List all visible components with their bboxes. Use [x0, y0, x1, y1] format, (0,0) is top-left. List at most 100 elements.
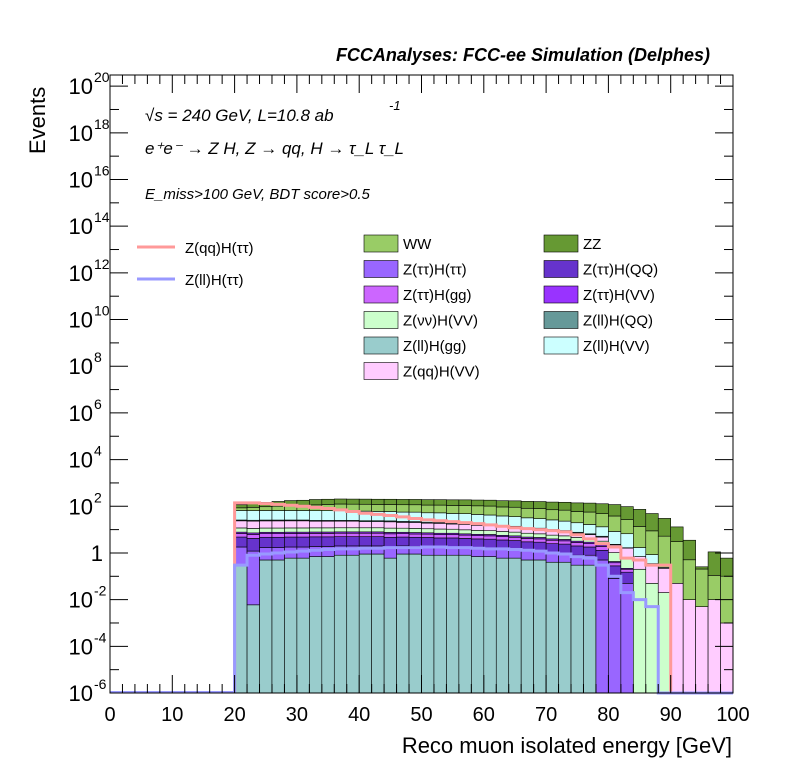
bar-z-ll-h-vv--32: [633, 547, 647, 557]
y-tick-label-exp-2: -2: [94, 583, 107, 599]
bar-z-ll-h-vv--5: [296, 510, 310, 521]
bar-z-h--8: [333, 545, 348, 556]
bar-z-h-gg--3: [271, 533, 285, 538]
bar-z-ll-h-vv--21: [495, 515, 510, 527]
legend-label-z-ll-h-: Z(ll)H(ττ): [185, 272, 244, 289]
bar-z-h--31: [620, 583, 634, 694]
bar-z-h-qq--7: [321, 536, 335, 547]
bar-z-ll-h-gg--24: [533, 559, 547, 694]
legend-label-z-qq-h-vv-: Z(qq)H(VV): [403, 364, 480, 381]
bar-z-h-qq--28: [583, 546, 597, 556]
bar-z-ll-h-vv--8: [333, 510, 348, 521]
bar-zz-19: [471, 499, 485, 507]
bar-ww-38: [707, 575, 721, 600]
bar-z-h-vv--20: [483, 530, 497, 535]
bar-z-h-vv--13: [396, 527, 410, 533]
bar-z-h-gg--31: [620, 568, 634, 573]
bar-z-ll-h-vv--4: [284, 510, 298, 521]
bar-z-ll-h-gg--7: [321, 556, 335, 694]
bar-z-ll-h-vv--0: [234, 510, 248, 521]
x-tick-label-3: 30: [286, 704, 308, 726]
y-tick-label-2: 10: [69, 588, 93, 613]
line-z-qq-h-: [233, 501, 733, 695]
bar-z-h-vv--12: [383, 527, 397, 533]
y-tick-label-6: 10: [69, 401, 93, 426]
y-tick-label-0: 10: [69, 681, 93, 706]
bar-z-qq-h-vv--13: [396, 522, 410, 529]
legend-swatch-z-ll-h-gg-: [363, 336, 399, 355]
bar-ww-29: [595, 513, 609, 528]
bar-z-qq-h-vv--2: [259, 520, 273, 529]
bar-z-ll-h-gg--23: [520, 559, 534, 694]
bar-z-h-qq--4: [284, 536, 298, 548]
legend-label-z-h-gg-: Z(ττ)H(gg): [403, 287, 472, 304]
legend-label-z-ll-h-qq-: Z(ll)H(QQ): [583, 313, 653, 330]
bar-z-ll-h-gg--20: [483, 556, 497, 694]
bar-z-ll-h-gg--0: [234, 564, 248, 694]
bar-zz-39: [720, 557, 734, 577]
bar-zz-8: [333, 498, 348, 505]
bar-z-ll-h-gg--21: [495, 557, 510, 694]
bar-z-ll-h-vv--28: [583, 524, 597, 535]
bar-z-h-gg--30: [608, 562, 622, 567]
bar-z-ll-h-gg--14: [408, 553, 422, 694]
bar-ww-2: [259, 506, 273, 511]
bar-z-h-vv--27: [570, 537, 584, 542]
bar-z-qq-h-vv--34: [657, 568, 671, 593]
bar-z-h-vv--33: [645, 583, 659, 694]
bar-z-h-vv--10: [358, 527, 372, 533]
bar-z-h--9: [346, 545, 360, 556]
legend-label-ww: WW: [403, 236, 432, 253]
bar-z-qq-h-vv--10: [358, 521, 372, 529]
bar-z-ll-h-gg--25: [545, 561, 559, 694]
bar-z-h-vv--22: [508, 531, 522, 537]
bar-ww-32: [633, 526, 647, 548]
x-tick-label-4: 40: [348, 704, 370, 726]
bar-ww-26: [558, 509, 572, 522]
bar-z-ll-h-gg--2: [259, 559, 273, 694]
stacked-bars: [234, 498, 734, 694]
bar-zz-37: [695, 566, 709, 570]
bar-z-h--23: [520, 550, 534, 561]
bar-zz-32: [633, 509, 647, 527]
y-tick-label-8: 10: [69, 308, 93, 333]
bar-z-h-vv--11: [371, 527, 385, 533]
bar-z-ll-h-vv--14: [408, 511, 422, 522]
bar-z-ll-h-vv--2: [259, 510, 273, 521]
bar-z-qq-h-vv--18: [458, 524, 472, 531]
bar-z-h--29: [595, 559, 609, 694]
y-axis-label: Events: [25, 87, 50, 154]
bar-z-h-qq--13: [396, 536, 410, 547]
bar-ww-15: [421, 504, 435, 514]
bar-z-h-qq--12: [383, 536, 397, 548]
bar-z-ll-h-gg--16: [433, 554, 447, 694]
bar-z-ll-h-vv--31: [620, 533, 634, 549]
bar-zz-35: [670, 526, 684, 542]
bar-z-qq-h-vv--31: [620, 547, 634, 559]
legend-swatch-z-h-gg-: [363, 285, 399, 304]
bar-z-ll-h-gg--28: [583, 564, 597, 694]
bar-zz-22: [508, 500, 522, 508]
y-tick-label-3: 1: [91, 541, 103, 566]
bar-zz-29: [595, 503, 609, 514]
bar-z-h-gg--19: [471, 535, 485, 540]
bar-z-h-vv--32: [633, 568, 647, 694]
bar-z-h-qq--9: [346, 536, 360, 547]
bar-z-h-qq--14: [408, 536, 422, 547]
bar-ww-1: [246, 507, 260, 511]
annotation-process: e⁺e⁻ → Z H, Z → qq, H → τ_L τ_L: [145, 139, 404, 158]
bar-z-qq-h-vv--36: [682, 599, 696, 694]
bar-z-h-qq--17: [446, 537, 460, 548]
bar-z-ll-h-vv--11: [371, 511, 385, 522]
bar-z-ll-h-vv--26: [558, 520, 572, 531]
bar-z-ll-h-gg--9: [346, 554, 360, 694]
bar-z-ll-h-vv--1: [246, 510, 260, 521]
bar-z-qq-h-vv--4: [284, 520, 298, 529]
bar-z-ll-h-gg--3: [271, 559, 285, 694]
legend-label-z-h-vv-: Z(νν)H(VV): [403, 313, 478, 330]
bar-z-h-gg--18: [458, 534, 472, 539]
bar-ww-0: [234, 507, 248, 511]
bar-z-ll-h-gg--4: [284, 557, 298, 694]
bar-zz-30: [608, 504, 622, 517]
annotation-energy-exp: -1: [389, 98, 401, 113]
